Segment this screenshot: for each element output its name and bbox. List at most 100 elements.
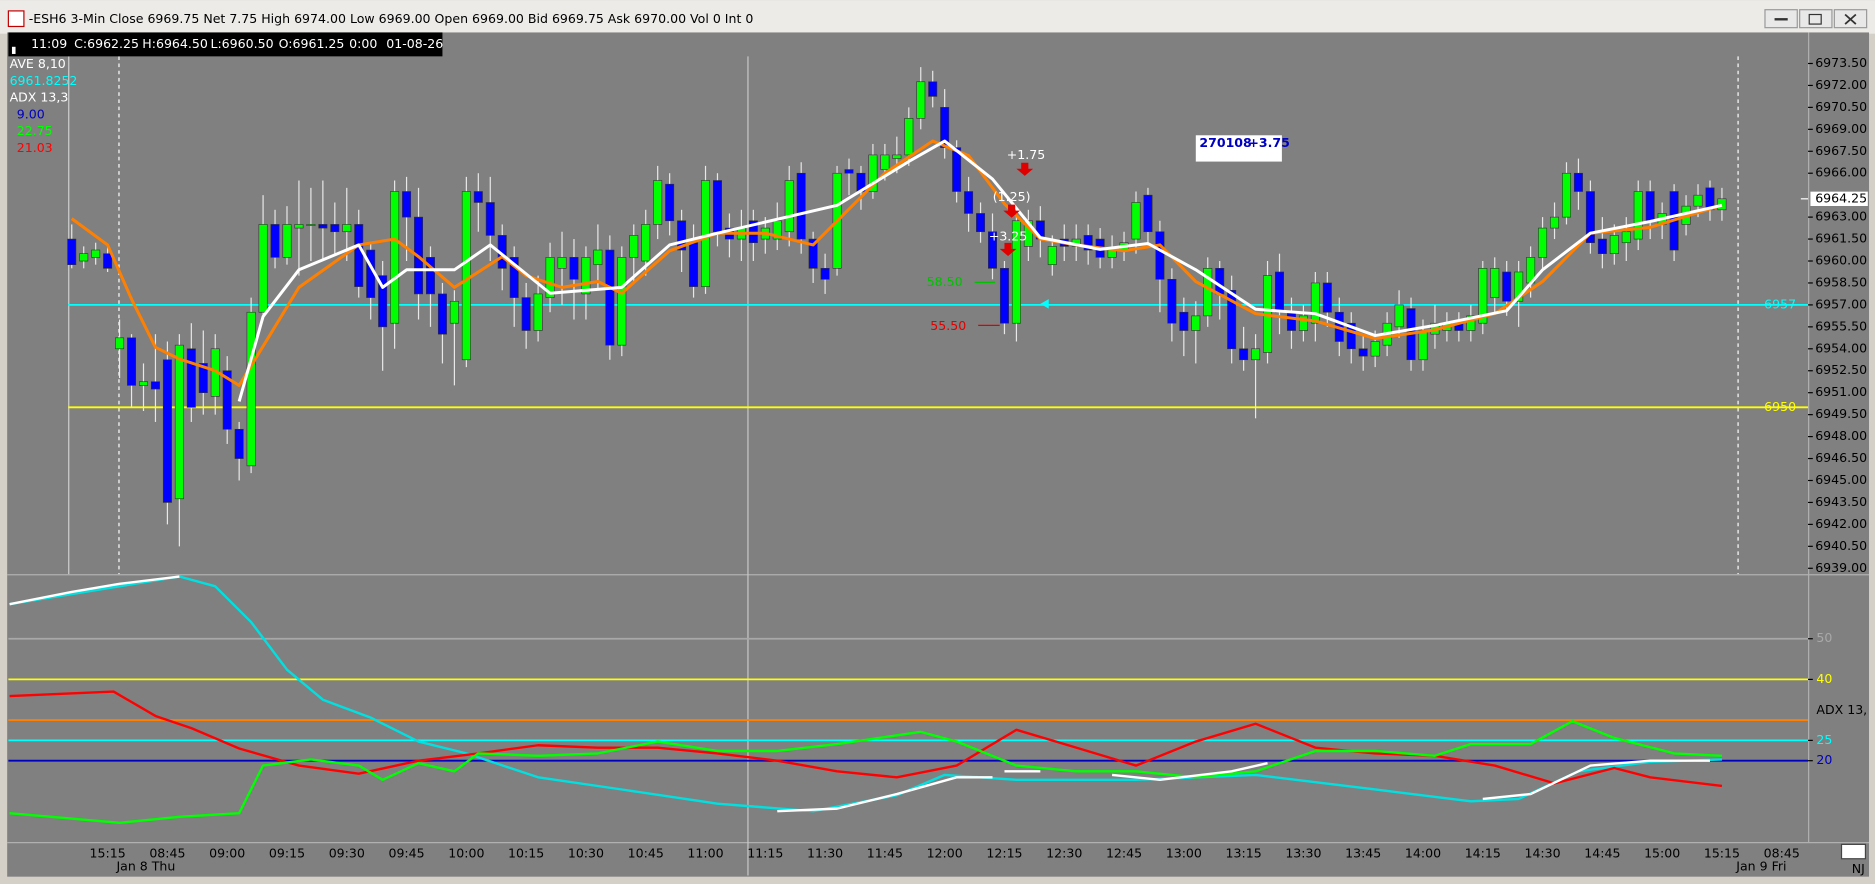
legend-entry: 6961.8252: [10, 73, 78, 88]
legend-entry: 22.75: [17, 123, 53, 138]
trade-annotation: +3.25: [989, 228, 1027, 243]
x-tick-label: 08:45: [1764, 845, 1800, 860]
y-tick-label: 25: [1816, 732, 1832, 747]
x-tick-label: 14:00: [1405, 845, 1441, 860]
order-price: 55.50: [930, 318, 966, 333]
candle-body: [928, 81, 938, 97]
date-label: Jan 9 Fri: [1735, 859, 1786, 874]
x-tick-label: 12:15: [986, 845, 1022, 860]
candle-body: [342, 224, 352, 233]
date-label: Jan 8 Thu: [115, 859, 175, 874]
x-tick-label: 14:45: [1584, 845, 1620, 860]
candle-body: [1083, 235, 1093, 251]
candle-body: [1573, 172, 1583, 192]
candle-body: [916, 81, 926, 119]
candle-body: [784, 180, 794, 233]
x-tick-label: 11:45: [867, 845, 903, 860]
candle-body: [1585, 191, 1595, 244]
candle-body: [1717, 198, 1727, 211]
y-tick-label: 6967.50: [1815, 143, 1867, 158]
candle-body: [461, 191, 471, 361]
info-time: 11:09: [31, 36, 67, 51]
y-tick-label: 6966.00: [1815, 165, 1867, 180]
y-tick-label: 6954.00: [1815, 340, 1867, 355]
y-tick-label: 6940.50: [1815, 538, 1867, 553]
order-price: 58.50: [927, 274, 963, 289]
current-price-box: [1810, 191, 1868, 206]
lower-axis-title: ADX 13,: [1816, 702, 1867, 717]
window-title: -ESH6 3-Min Close 6969.75 Net 7.75 High …: [29, 11, 754, 26]
x-tick-label: 09:00: [209, 845, 245, 860]
candle-body: [533, 293, 543, 331]
x-tick-label: 13:15: [1226, 845, 1262, 860]
candle-body: [390, 191, 400, 324]
candle-body: [103, 253, 113, 269]
candle-body: [1203, 268, 1213, 317]
y-tick-label: 50: [1816, 630, 1832, 645]
candle-body: [1502, 271, 1512, 302]
candle-body: [1609, 235, 1619, 254]
candle-body: [330, 224, 340, 233]
candle-body: [318, 224, 328, 229]
candle-body: [665, 183, 675, 222]
trade-annotation: (1.25): [993, 189, 1031, 204]
candle-body: [581, 257, 591, 295]
candle-body: [91, 249, 101, 258]
x-tick-label: 15:00: [1644, 845, 1680, 860]
price-level-label: 6950: [1764, 399, 1796, 414]
info-close: C:6962.25: [74, 36, 139, 51]
candle-body: [689, 242, 699, 287]
candle-body: [880, 154, 890, 170]
legend-entry: AVE 8,10: [10, 56, 66, 71]
indicator-line: [9, 720, 1722, 825]
info-marker: [11, 46, 16, 54]
candle-body: [509, 257, 519, 298]
x-tick-label: 10:30: [568, 845, 604, 860]
candle-body: [150, 381, 160, 390]
legend-entry: ADX 13,3: [10, 90, 69, 105]
x-tick-label: 11:15: [747, 845, 783, 860]
candle-body: [712, 180, 722, 233]
current-price-label: 6964.25: [1815, 190, 1867, 205]
info-bar: [8, 32, 443, 57]
x-tick-label: 10:00: [448, 845, 484, 860]
indicator-line: [70, 139, 1723, 387]
candle-body: [1011, 220, 1021, 324]
maximize-glyph: [1808, 13, 1822, 25]
candle-body: [1346, 322, 1356, 350]
price-level-label: 6957: [1764, 296, 1796, 311]
candle-body: [1645, 191, 1655, 222]
x-tick-label: 09:45: [388, 845, 424, 860]
candle-body: [139, 381, 148, 386]
candle-body: [868, 154, 878, 192]
candle-body: [294, 224, 304, 229]
candle-body: [1633, 191, 1643, 240]
y-tick-label: 6939.00: [1815, 560, 1867, 575]
candle-body: [545, 257, 555, 298]
x-tick-label: 12:45: [1106, 845, 1142, 860]
x-tick-label: 15:15: [1704, 845, 1740, 860]
candle-body: [1286, 311, 1296, 331]
candle-body: [1298, 315, 1308, 331]
candle-body: [892, 154, 902, 159]
candle-body: [1275, 271, 1284, 313]
candle-body: [1239, 348, 1249, 361]
candle-body: [701, 180, 711, 287]
y-tick-label: 6955.50: [1815, 318, 1867, 333]
candle-body: [1562, 172, 1571, 218]
y-tick-label: 40: [1816, 671, 1832, 686]
indicator-line: [237, 139, 1723, 402]
y-tick-label: 6948.00: [1815, 428, 1867, 443]
candle-body: [1693, 194, 1703, 207]
corner-label: NJ: [1852, 861, 1865, 876]
candle-body: [653, 180, 663, 225]
x-tick-label: 13:45: [1345, 845, 1381, 860]
x-tick-label: 13:00: [1166, 845, 1202, 860]
y-tick-label: 6957.00: [1815, 296, 1867, 311]
candle-body: [198, 363, 208, 393]
pnl-id: 270108: [1199, 135, 1251, 150]
candle-body: [940, 107, 950, 148]
maximize-button[interactable]: [1799, 9, 1833, 29]
x-tick-label: 12:30: [1046, 845, 1082, 860]
candle-body: [521, 297, 531, 331]
